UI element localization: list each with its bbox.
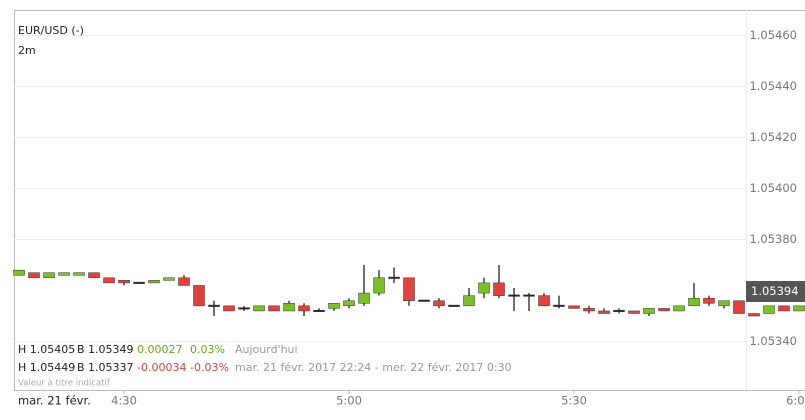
last-price: 1.05394 [751,284,799,298]
last-price-box [746,281,805,302]
candle-body [313,309,325,312]
candle-body [523,294,535,297]
candle-body [58,272,70,276]
candle-body [208,304,220,307]
candle-body [358,292,370,304]
candle-body [508,294,520,297]
info-change-pct: -0.03% [190,361,229,374]
candle-body [103,277,115,284]
info-change: 0.00027 [137,343,183,356]
candle-body [388,276,400,279]
candle-body [283,303,295,312]
y-tick-label: 1.05460 [749,28,797,42]
candle-body [133,281,145,284]
candle-body [613,309,625,312]
candle-body [643,308,655,314]
candle-body [748,313,760,317]
info-bid: B 1.05349 [77,343,134,356]
candle-body [418,299,430,302]
candle-body [598,310,610,314]
info-high: H 1.05449 [18,361,75,374]
candle-body [718,300,730,307]
candle-body [673,305,685,312]
candle-body [688,297,700,307]
candle-body [478,282,490,294]
chart-title: EUR/USD (-) [18,24,84,37]
candle-body [583,308,595,312]
date-label: mar. 21 févr. [18,394,91,408]
info-bid: B 1.05337 [77,361,134,374]
info: H 1.05405 B 1.05349 0.00027 0.03% Aujour… [18,343,512,389]
candle-body [463,295,475,307]
candle-body [658,308,670,312]
info-period: mar. 21 févr. 2017 22:24 - mer. 22 févr.… [235,361,512,374]
x-tick-label: 4:30 [111,394,137,408]
candle-body [703,297,715,304]
y-tick-label: 1.05440 [749,79,797,93]
candle-body [163,277,175,281]
info-high: H 1.05405 [18,343,75,356]
candle-body [628,310,640,314]
candle-body [778,305,790,312]
candle-body [553,304,565,307]
candle-body [538,295,550,307]
candle-body [13,269,25,276]
candle-body [268,305,280,312]
candles [13,265,805,317]
grid [14,35,800,394]
candle-body [793,305,805,312]
y-tick-label: 1.05340 [749,334,797,348]
y-tick-label: 1.05400 [749,181,797,195]
candle-body [493,282,505,296]
candle-body [178,277,190,286]
candle-body [148,280,160,284]
candle-body [28,272,40,279]
candle-body [763,305,775,314]
candle-body [298,305,310,312]
candle-body [73,272,85,276]
candle-body [88,272,100,279]
info-period: Aujourd'hui [235,343,298,356]
candle-body [733,300,745,314]
candle-body [253,305,265,312]
x-tick-label: 5:30 [561,394,587,408]
x-tick-label: 6:00 [786,394,805,408]
candle-body [343,300,355,307]
candle-body [193,285,205,307]
candle-body [568,305,580,309]
candle-body [433,300,445,307]
y-tick-label: 1.05380 [749,232,797,246]
info-change-pct: 0.03% [190,343,225,356]
disclaimer: Valeur à titre indicatif [18,379,111,389]
y-tick-label: 1.05420 [749,130,797,144]
info-change: -0.00034 [137,361,186,374]
candle-body [328,303,340,309]
candle-body [403,277,415,301]
candle-body [223,305,235,312]
x-tick-label: 5:00 [336,394,362,408]
candle-body [118,280,130,284]
interval: 2m [18,44,36,57]
candle-body [43,272,55,279]
candle-body [373,277,385,294]
candle-body [448,304,460,307]
candle-body [238,307,250,310]
